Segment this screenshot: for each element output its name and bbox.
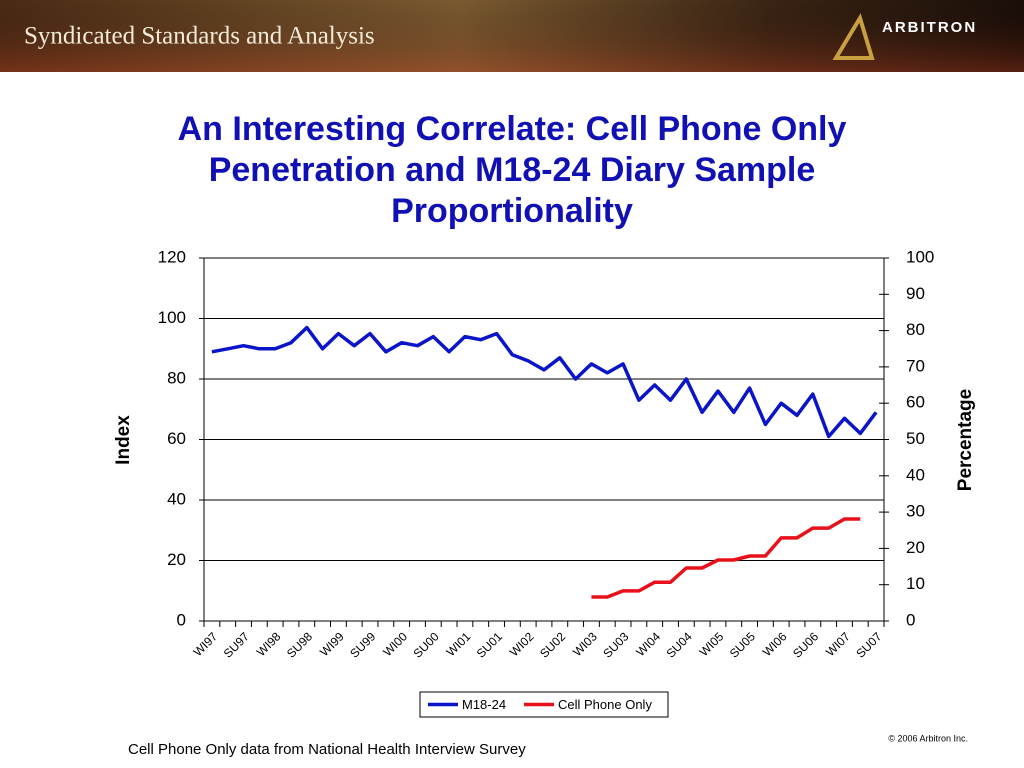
x-tick-label: WI00	[380, 629, 410, 659]
x-tick-label: SU06	[790, 629, 821, 660]
footnote: Cell Phone Only data from National Healt…	[128, 741, 526, 758]
y-axis-label: Index	[113, 415, 134, 465]
x-tick-label: SU99	[347, 629, 378, 660]
x-tick-label: WI01	[444, 629, 474, 659]
x-tick-label: WI02	[507, 629, 537, 659]
legend-label: M18-24	[462, 697, 506, 712]
chart-title-line: An Interesting Correlate: Cell Phone Onl…	[178, 110, 847, 148]
y2-tick-label: 40	[906, 465, 925, 484]
x-tick-label: SU00	[411, 629, 442, 660]
y-tick-label: 20	[167, 550, 186, 569]
copyright: © 2006 Arbitron Inc.	[888, 733, 968, 743]
x-tick-label: WI05	[697, 629, 727, 659]
chart-title-line: Penetration and M18-24 Diary Sample	[209, 151, 816, 189]
y2-tick-label: 70	[906, 356, 925, 375]
x-tick-label: WI07	[823, 629, 853, 659]
logo: ARBITRON	[882, 19, 977, 36]
y-tick-label: 80	[167, 368, 186, 387]
x-tick-label: SU97	[221, 629, 252, 660]
y2-tick-label: 30	[906, 502, 925, 521]
x-tick-label: WI98	[254, 629, 284, 659]
y2-tick-label: 20	[906, 538, 925, 557]
chart-title: An Interesting Correlate: Cell Phone Onl…	[178, 110, 847, 230]
y2-tick-label: 10	[906, 574, 925, 593]
x-tick-label: WI03	[570, 629, 600, 659]
y-tick-label: 120	[158, 247, 186, 266]
x-tick-label: SU04	[664, 629, 695, 660]
x-tick-label: SU05	[727, 629, 758, 660]
chart-title-line: Proportionality	[391, 192, 633, 230]
x-tick-label: SU98	[284, 629, 315, 660]
y-tick-label: 0	[177, 610, 186, 629]
x-tick-label: WI97	[191, 629, 221, 659]
x-tick-label: SU02	[537, 629, 568, 660]
y-tick-label: 60	[167, 429, 186, 448]
y2-tick-label: 60	[906, 393, 925, 412]
series-line	[211, 325, 878, 439]
x-tick-label: SU07	[853, 629, 884, 660]
x-tick-label: WI04	[633, 629, 663, 659]
y2-tick-label: 50	[906, 429, 925, 448]
y2-tick-label: 100	[906, 247, 934, 266]
y2-tick-label: 80	[906, 320, 925, 339]
y2-tick-label: 90	[906, 284, 925, 303]
header-title: Syndicated Standards and Analysis	[24, 23, 375, 50]
y2-axis-label: Percentage	[955, 389, 976, 491]
series-line	[591, 517, 861, 599]
y-tick-label: 100	[158, 308, 186, 327]
x-tick-label: WI99	[317, 629, 347, 659]
y2-tick-label: 0	[906, 610, 915, 629]
y-tick-label: 40	[167, 489, 186, 508]
x-tick-label: SU03	[600, 629, 631, 660]
logo-mark	[832, 13, 875, 60]
x-tick-label: WI06	[760, 629, 790, 659]
x-tick-label: SU01	[474, 629, 505, 660]
legend-label: Cell Phone Only	[558, 697, 652, 712]
